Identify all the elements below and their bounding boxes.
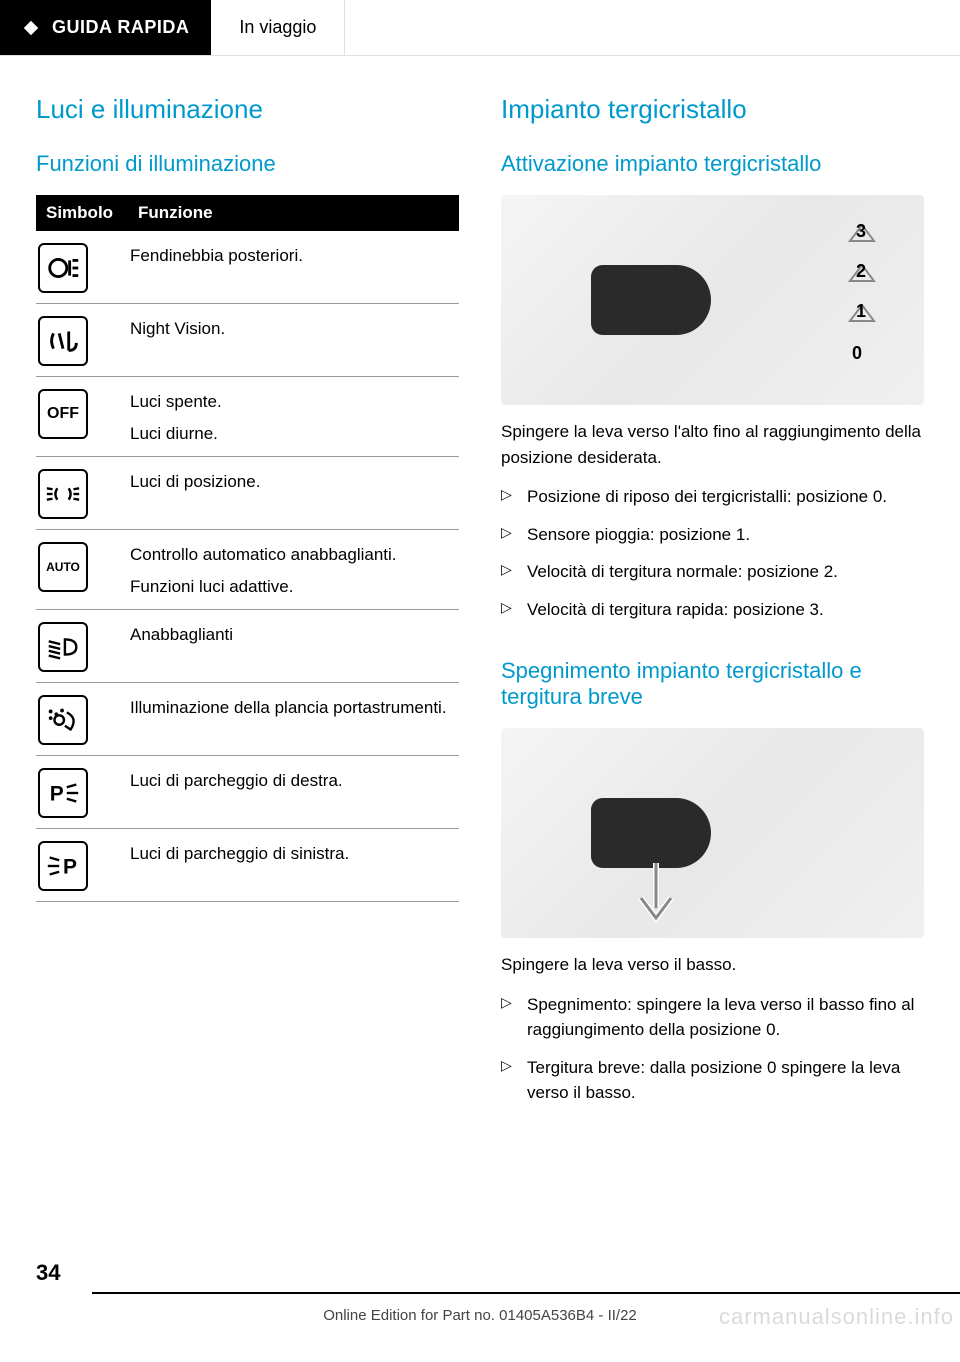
function-text: Luci di posizione. [130, 469, 453, 495]
function-text: Controllo automatico anabbaglianti. [130, 542, 453, 568]
table-row: Night Vision. [36, 304, 459, 377]
parking-right-icon: P [38, 768, 88, 818]
function-text: Luci di parcheggio di sinistra. [130, 841, 453, 867]
list-item: Tergitura breve: dalla posizione 0 sping… [501, 1055, 924, 1106]
section1-subtitle: Attivazione impianto tergicristallo [501, 151, 924, 177]
symbol-cell: P [38, 766, 130, 818]
wiper-scale: 3 2 1 0 [842, 213, 882, 383]
position-lights-icon [38, 469, 88, 519]
night-vision-icon [38, 316, 88, 366]
th-function: Funzione [138, 203, 449, 223]
function-cell: Luci spente. Luci diurne. [130, 387, 453, 446]
wiper-stalk-graphic [591, 265, 711, 335]
th-symbol: Simbolo [46, 203, 138, 223]
section1-body: Spingere la leva verso l'alto fino al ra… [501, 419, 924, 470]
table-row: OFF Luci spente. Luci diurne. [36, 377, 459, 457]
diamond-icon [22, 19, 40, 37]
table-row: P Luci di parcheggio di sinistra. [36, 829, 459, 902]
function-text-2: Funzioni luci adattive. [130, 574, 453, 600]
low-beam-icon [38, 622, 88, 672]
wiper-off-figure [501, 728, 924, 938]
table-row: P Luci di parcheggio di destra. [36, 756, 459, 829]
symbol-cell [38, 241, 130, 293]
left-title: Luci e illuminazione [36, 94, 459, 125]
function-cell: Night Vision. [130, 314, 453, 366]
function-text-2: Luci diurne. [130, 421, 453, 447]
wiper-activate-figure: 3 2 1 0 [501, 195, 924, 405]
symbol-cell: AUTO [38, 540, 130, 599]
table-row: Luci di posizione. [36, 457, 459, 530]
list-item: Sensore pioggia: posizione 1. [501, 522, 924, 548]
table-header: Simbolo Funzione [36, 195, 459, 231]
table-row: Fendinebbia posteriori. [36, 231, 459, 304]
symbol-cell [38, 314, 130, 366]
footer-divider [92, 1292, 960, 1294]
list-item: Posizione di riposo dei tergicristalli: … [501, 484, 924, 510]
function-text: Luci di parcheggio di destra. [130, 768, 453, 794]
table-row: AUTO Controllo automatico anabbaglianti.… [36, 530, 459, 610]
left-subtitle: Funzioni di illuminazione [36, 151, 459, 177]
function-cell: Illuminazione della plancia portastrumen… [130, 693, 453, 745]
page-number: 34 [36, 1260, 60, 1286]
parking-left-icon: P [38, 841, 88, 891]
function-text: Fendinebbia posteriori. [130, 243, 453, 269]
function-text: Illuminazione della plancia portastrumen… [130, 695, 453, 721]
header-page-label: In viaggio [211, 0, 345, 55]
scale-label-2: 2 [856, 261, 866, 282]
header-section: GUIDA RAPIDA [0, 0, 211, 55]
scale-label-1: 1 [856, 301, 866, 322]
scale-label-3: 3 [856, 221, 866, 242]
right-title: Impianto tergicristallo [501, 94, 924, 125]
section2-body: Spingere la leva verso il basso. [501, 952, 924, 978]
function-text: Night Vision. [130, 316, 453, 342]
list-item: Velocità di tergitura normale: posizione… [501, 559, 924, 585]
list-item: Spegnimento: spingere la leva verso il b… [501, 992, 924, 1043]
scale-label-0: 0 [852, 343, 862, 364]
function-cell: Luci di parcheggio di destra. [130, 766, 453, 818]
watermark: carmanualsonline.info [719, 1304, 954, 1330]
dashboard-illumination-icon [38, 695, 88, 745]
off-icon: OFF [38, 389, 88, 439]
svg-text:P: P [50, 783, 64, 806]
rear-fog-icon [38, 243, 88, 293]
function-cell: Fendinebbia posteriori. [130, 241, 453, 293]
list-item: Velocità di tergitura rapida: posizione … [501, 597, 924, 623]
symbol-cell [38, 693, 130, 745]
table-row: Illuminazione della plancia portastrumen… [36, 683, 459, 756]
content-area: Luci e illuminazione Funzioni di illumin… [0, 56, 960, 1118]
lighting-table: Simbolo Funzione Fendinebbia posteriori. [36, 195, 459, 902]
auto-icon: AUTO [38, 542, 88, 592]
section1-bullets: Posizione di riposo dei tergicristalli: … [501, 484, 924, 622]
header-section-label: GUIDA RAPIDA [52, 17, 189, 38]
function-text: Luci spente. [130, 389, 453, 415]
right-column: Impianto tergicristallo Attivazione impi… [501, 94, 924, 1118]
function-text: Anabbaglianti [130, 622, 453, 648]
function-cell: Anabbaglianti [130, 620, 453, 672]
section2-bullets: Spegnimento: spingere la leva verso il b… [501, 992, 924, 1106]
section2-subtitle: Spegnimento impianto tergicristallo e te… [501, 658, 924, 710]
svg-text:P: P [63, 856, 77, 879]
function-cell: Luci di posizione. [130, 467, 453, 519]
left-column: Luci e illuminazione Funzioni di illumin… [36, 94, 459, 1118]
symbol-cell: OFF [38, 387, 130, 446]
symbol-cell: P [38, 839, 130, 891]
symbol-cell [38, 467, 130, 519]
symbol-cell [38, 620, 130, 672]
page-header: GUIDA RAPIDA In viaggio [0, 0, 960, 56]
function-cell: Luci di parcheggio di sinistra. [130, 839, 453, 891]
arrow-down-icon [631, 858, 681, 928]
table-row: Anabbaglianti [36, 610, 459, 683]
function-cell: Controllo automatico anabbaglianti. Funz… [130, 540, 453, 599]
